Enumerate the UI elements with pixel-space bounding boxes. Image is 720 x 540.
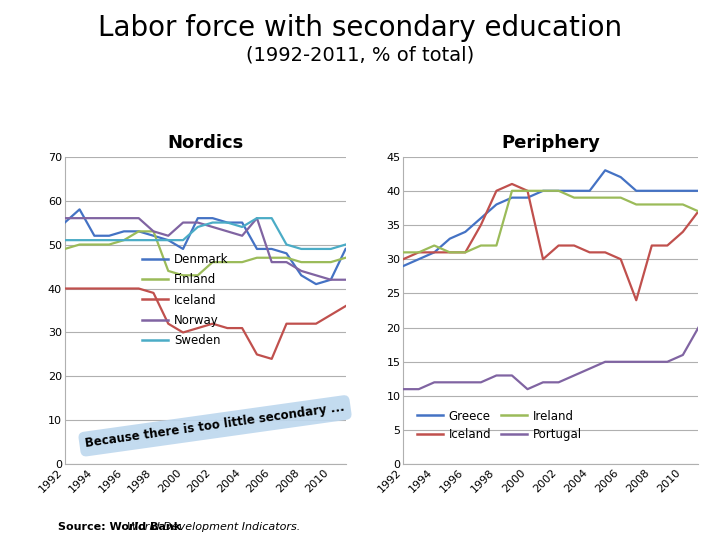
Legend: Denmark, Finland, Iceland, Norway, Sweden: Denmark, Finland, Iceland, Norway, Swede… [138,249,233,352]
Title: Nordics: Nordics [167,134,243,152]
Legend: Greece, Iceland, Ireland, Portugal: Greece, Iceland, Ireland, Portugal [412,405,587,446]
Text: Source: World Bank: Source: World Bank [58,522,184,532]
Text: Because there is too little secondary ...: Because there is too little secondary ..… [84,401,346,450]
Title: Periphery: Periphery [501,134,600,152]
Text: Labor force with secondary education: Labor force with secondary education [98,14,622,42]
Text: (1992-2011, % of total): (1992-2011, % of total) [246,46,474,65]
Text: World Development Indicators.: World Development Indicators. [127,522,300,532]
